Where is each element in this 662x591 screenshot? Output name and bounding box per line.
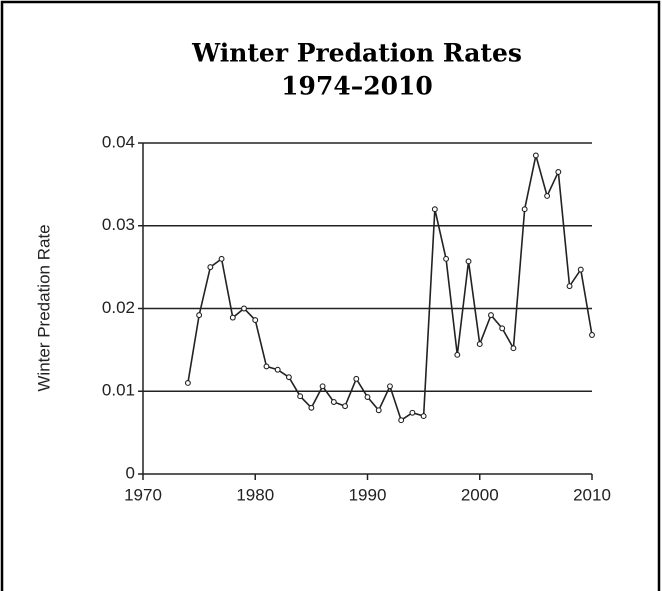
data-point	[521, 206, 528, 213]
data-point	[330, 399, 337, 405]
data-point	[297, 393, 304, 400]
data-line	[187, 155, 593, 422]
data-point	[544, 193, 551, 199]
data-point	[285, 374, 292, 381]
data-point	[308, 404, 315, 411]
data-point	[443, 255, 450, 262]
data-point	[241, 305, 247, 312]
data-point	[387, 383, 393, 390]
data-point	[196, 312, 203, 319]
y-tick-label: 0.02	[102, 298, 135, 317]
data-point	[274, 366, 281, 373]
data-point	[319, 383, 326, 390]
data-point	[510, 345, 517, 352]
chart-subtitle: 1974–2010	[281, 72, 433, 101]
y-tick-label: 0	[126, 463, 135, 482]
data-point	[364, 394, 371, 400]
y-tick-label: 0.04	[102, 132, 135, 151]
data-point	[409, 409, 416, 416]
data-point	[353, 375, 360, 382]
data-point	[555, 169, 562, 175]
data-point	[431, 206, 438, 213]
data-point	[342, 403, 348, 410]
data-point	[499, 325, 506, 332]
data-point	[398, 417, 405, 424]
data-point	[252, 317, 259, 324]
y-tick-label: 0.01	[102, 381, 135, 400]
data-point	[207, 264, 214, 271]
data-point	[454, 351, 461, 358]
data-point	[420, 413, 427, 420]
data-point	[566, 283, 573, 290]
data-point	[532, 152, 539, 159]
data-point	[476, 341, 483, 348]
y-axis-label: Winter Predation Rate	[34, 224, 53, 391]
x-tick-label: 1980	[236, 485, 274, 504]
data-point	[184, 380, 191, 386]
data-point	[488, 312, 494, 319]
data-point	[218, 255, 225, 262]
chart-title: Winter Predation Rates	[191, 39, 522, 68]
data-point	[465, 258, 472, 265]
x-tick-label: 1990	[349, 485, 387, 504]
y-tick-label: 0.03	[102, 215, 135, 234]
data-point	[375, 407, 382, 414]
x-tick-label: 2010	[573, 485, 611, 504]
data-point	[577, 266, 584, 273]
data-point	[589, 332, 595, 338]
data-point	[229, 314, 236, 321]
x-tick-label: 1970	[124, 485, 162, 504]
x-tick-label: 2000	[461, 485, 499, 504]
data-point	[263, 363, 270, 370]
